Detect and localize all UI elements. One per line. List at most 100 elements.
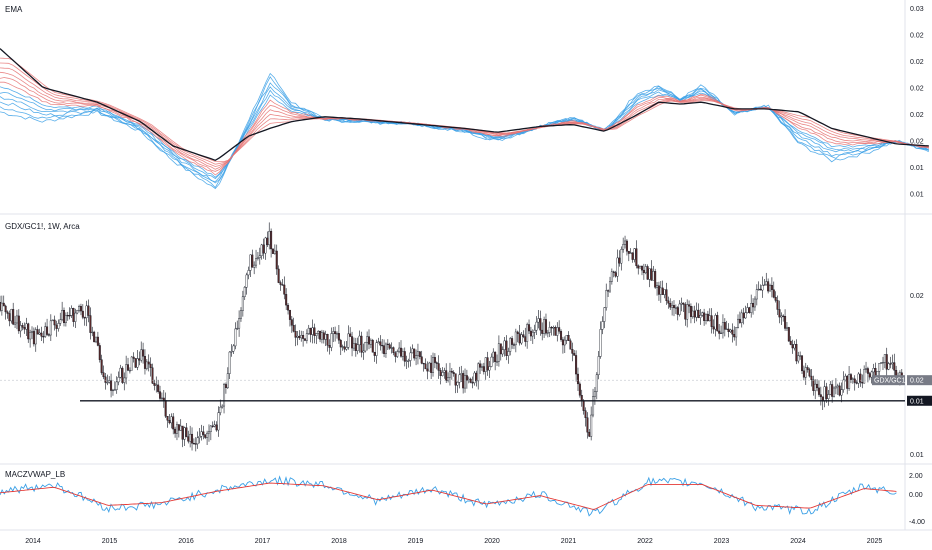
candle bbox=[503, 336, 506, 357]
candle bbox=[17, 309, 20, 334]
candle bbox=[68, 307, 71, 320]
candle bbox=[817, 380, 820, 397]
candle bbox=[409, 346, 412, 367]
candle bbox=[838, 382, 841, 397]
candle bbox=[358, 330, 361, 353]
candle bbox=[554, 325, 557, 336]
candle bbox=[778, 300, 781, 324]
candle bbox=[319, 330, 322, 343]
candle bbox=[567, 331, 570, 342]
candle bbox=[733, 326, 736, 341]
candle bbox=[861, 374, 864, 389]
candle bbox=[213, 420, 216, 428]
candle bbox=[883, 354, 886, 369]
candle bbox=[4, 304, 7, 320]
candle bbox=[239, 307, 242, 322]
candle bbox=[575, 350, 578, 382]
candle bbox=[268, 222, 271, 250]
candle bbox=[147, 354, 150, 372]
candle bbox=[633, 248, 636, 263]
candle bbox=[767, 278, 770, 294]
candle bbox=[298, 330, 301, 340]
candle bbox=[392, 346, 395, 356]
candle bbox=[706, 310, 709, 322]
candle bbox=[595, 372, 598, 400]
candle bbox=[51, 319, 54, 322]
macz-y-tick: 2.00 bbox=[909, 473, 923, 480]
candle bbox=[10, 308, 13, 324]
candle bbox=[368, 329, 371, 350]
candle bbox=[544, 313, 547, 336]
candle bbox=[742, 307, 745, 325]
candle bbox=[799, 351, 802, 360]
candle bbox=[814, 379, 817, 400]
macz-y-tick: 0.00 bbox=[909, 492, 923, 499]
candle bbox=[0, 295, 2, 313]
candle bbox=[738, 311, 741, 324]
candle bbox=[207, 424, 210, 442]
candle bbox=[855, 380, 858, 385]
candle bbox=[339, 338, 342, 356]
candle bbox=[616, 249, 619, 282]
candle bbox=[337, 324, 340, 344]
candle bbox=[689, 303, 692, 324]
candle bbox=[351, 331, 354, 357]
candle bbox=[164, 392, 167, 419]
candle bbox=[582, 399, 585, 415]
candle bbox=[819, 386, 822, 406]
candle bbox=[209, 425, 212, 441]
candle bbox=[808, 367, 811, 378]
candle bbox=[315, 332, 318, 345]
candle bbox=[450, 368, 453, 380]
candle bbox=[405, 355, 408, 369]
candle bbox=[243, 286, 246, 301]
candle bbox=[524, 327, 527, 347]
candle bbox=[537, 309, 540, 329]
candle bbox=[804, 362, 807, 385]
candle bbox=[211, 421, 214, 428]
candle bbox=[479, 360, 482, 375]
candle bbox=[371, 338, 374, 353]
candle bbox=[270, 228, 273, 258]
candle bbox=[153, 379, 156, 391]
macz-trigger-line bbox=[0, 482, 897, 510]
candle bbox=[624, 235, 627, 249]
candle bbox=[189, 425, 192, 448]
candle bbox=[232, 344, 235, 354]
candle bbox=[889, 356, 892, 369]
candle bbox=[770, 277, 773, 298]
candle bbox=[123, 372, 126, 391]
candle bbox=[271, 248, 274, 254]
candle bbox=[170, 413, 173, 429]
candle bbox=[12, 302, 15, 326]
candle bbox=[74, 308, 77, 328]
candle bbox=[294, 324, 297, 347]
candle bbox=[191, 427, 194, 451]
candle bbox=[335, 331, 338, 339]
candle bbox=[853, 375, 856, 391]
candle bbox=[857, 372, 860, 388]
x-tick-2021: 2021 bbox=[561, 538, 577, 545]
candle bbox=[612, 270, 615, 278]
candle bbox=[223, 382, 226, 414]
candle bbox=[432, 352, 435, 377]
price-tags: GDX/GC1! 0.02 0.01 bbox=[872, 375, 932, 406]
candle bbox=[697, 303, 700, 319]
candle bbox=[759, 284, 762, 291]
svg-text:GDX/GC1!: GDX/GC1! bbox=[874, 378, 908, 385]
candle bbox=[539, 310, 542, 336]
candle bbox=[578, 381, 581, 398]
candle bbox=[672, 300, 675, 317]
candle bbox=[198, 428, 201, 444]
candle bbox=[667, 296, 670, 309]
candle bbox=[435, 361, 438, 370]
candle bbox=[526, 322, 529, 349]
candle bbox=[646, 264, 649, 280]
x-tick-2018: 2018 bbox=[331, 538, 347, 545]
candle bbox=[104, 372, 107, 390]
candle bbox=[87, 299, 90, 323]
x-axis-labels: 2014 2015 2016 2017 2018 2019 2020 2021 2022 2023… bbox=[25, 538, 882, 545]
candle bbox=[362, 343, 365, 360]
candle bbox=[296, 331, 299, 346]
candle bbox=[496, 354, 499, 366]
